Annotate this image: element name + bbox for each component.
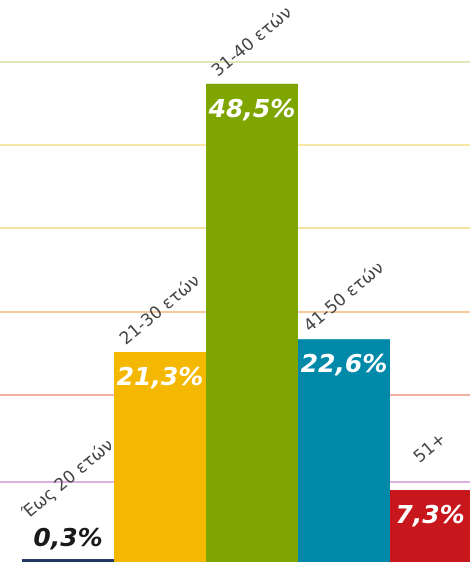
bar bbox=[114, 351, 206, 562]
category-label: Έως 20 ετών bbox=[18, 435, 118, 523]
category-label: 51+ bbox=[410, 429, 450, 467]
category-label: 31-40 ετών bbox=[208, 3, 296, 81]
value-label: 0,3% bbox=[33, 523, 102, 552]
bar bbox=[298, 339, 390, 562]
category-label: 21-30 ετών bbox=[116, 271, 204, 349]
bar bbox=[390, 490, 470, 562]
value-label: 7,3% bbox=[395, 500, 464, 529]
bar bbox=[206, 83, 298, 562]
bar bbox=[22, 559, 114, 562]
value-label: 22,6% bbox=[301, 349, 388, 378]
category-label: 41-50 ετών bbox=[300, 258, 388, 336]
value-label: 21,3% bbox=[117, 362, 204, 391]
value-label: 48,5% bbox=[208, 94, 296, 123]
